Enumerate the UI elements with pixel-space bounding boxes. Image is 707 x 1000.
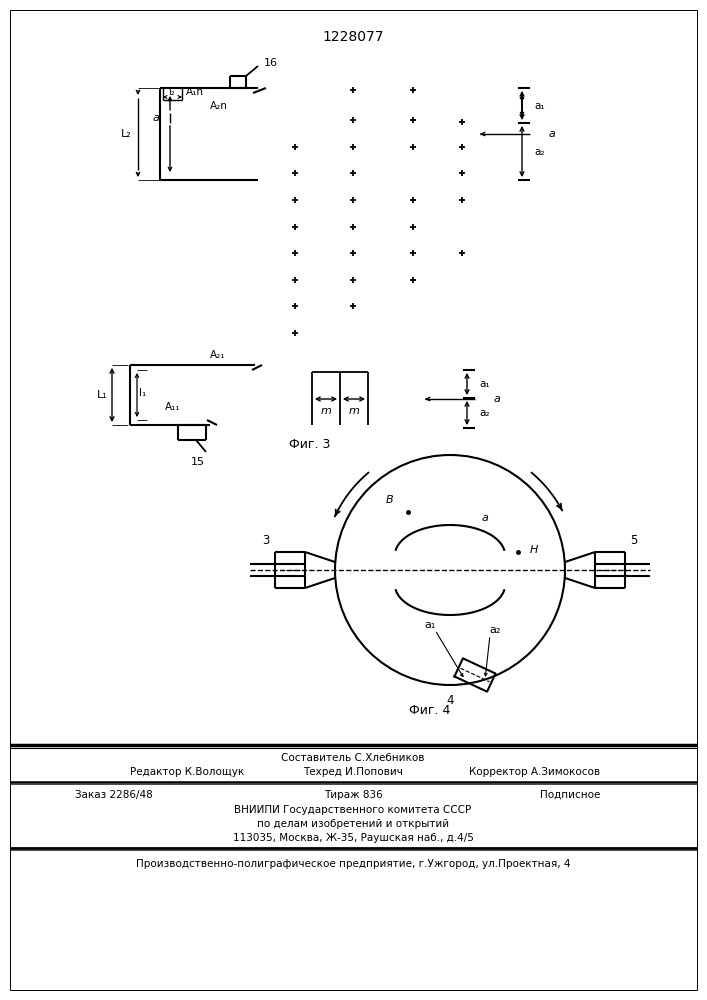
Text: 5: 5	[630, 534, 638, 546]
Text: Фиг. 4: Фиг. 4	[409, 704, 450, 716]
Text: a₂: a₂	[479, 408, 489, 418]
Text: Техред И.Попович: Техред И.Попович	[303, 767, 403, 777]
Text: Составитель С.Хлебников: Составитель С.Хлебников	[281, 753, 425, 763]
Text: L₂: L₂	[121, 129, 132, 139]
Text: a: a	[153, 113, 160, 123]
Text: a: a	[481, 513, 489, 523]
Text: 3: 3	[262, 534, 270, 546]
Text: Фиг. 3: Фиг. 3	[289, 438, 331, 452]
Text: 113035, Москва, Ж-35, Раушская наб., д.4/5: 113035, Москва, Ж-35, Раушская наб., д.4…	[233, 833, 474, 843]
Text: m: m	[349, 406, 359, 416]
Text: A₂₁: A₂₁	[210, 350, 226, 360]
Text: по делам изобретений и открытий: по делам изобретений и открытий	[257, 819, 449, 829]
Text: Подписное: Подписное	[539, 790, 600, 800]
Text: Производственно-полиграфическое предприятие, г.Ужгород, ул.Проектная, 4: Производственно-полиграфическое предприя…	[136, 859, 571, 869]
Text: a₂: a₂	[489, 625, 501, 635]
Text: A₁n: A₁n	[186, 87, 204, 97]
Text: m: m	[320, 406, 332, 416]
Text: L₁: L₁	[97, 390, 107, 400]
Text: Корректор А.Зимокосов: Корректор А.Зимокосов	[469, 767, 600, 777]
Text: Заказ 2286/48: Заказ 2286/48	[75, 790, 153, 800]
Text: B: B	[386, 495, 394, 505]
Text: a₁: a₁	[534, 101, 544, 111]
Text: Редактор К.Волощук: Редактор К.Волощук	[130, 767, 244, 777]
Text: a₁: a₁	[424, 620, 436, 630]
Text: A₁₁: A₁₁	[165, 402, 180, 412]
Text: A₂n: A₂n	[210, 101, 228, 111]
Text: a₁: a₁	[479, 379, 490, 389]
Text: 1228077: 1228077	[322, 30, 384, 44]
Text: l₁: l₁	[139, 388, 146, 398]
Text: H: H	[530, 545, 538, 555]
Text: 15: 15	[191, 457, 205, 467]
Text: 4: 4	[446, 694, 454, 706]
Text: a: a	[549, 129, 556, 139]
Text: a₂: a₂	[534, 147, 544, 157]
Text: a: a	[493, 394, 501, 404]
Text: ВНИИПИ Государственного комитета СССР: ВНИИПИ Государственного комитета СССР	[235, 805, 472, 815]
Text: 16: 16	[264, 58, 278, 68]
Text: l₂: l₂	[168, 87, 175, 97]
Text: Тираж 836: Тираж 836	[324, 790, 382, 800]
